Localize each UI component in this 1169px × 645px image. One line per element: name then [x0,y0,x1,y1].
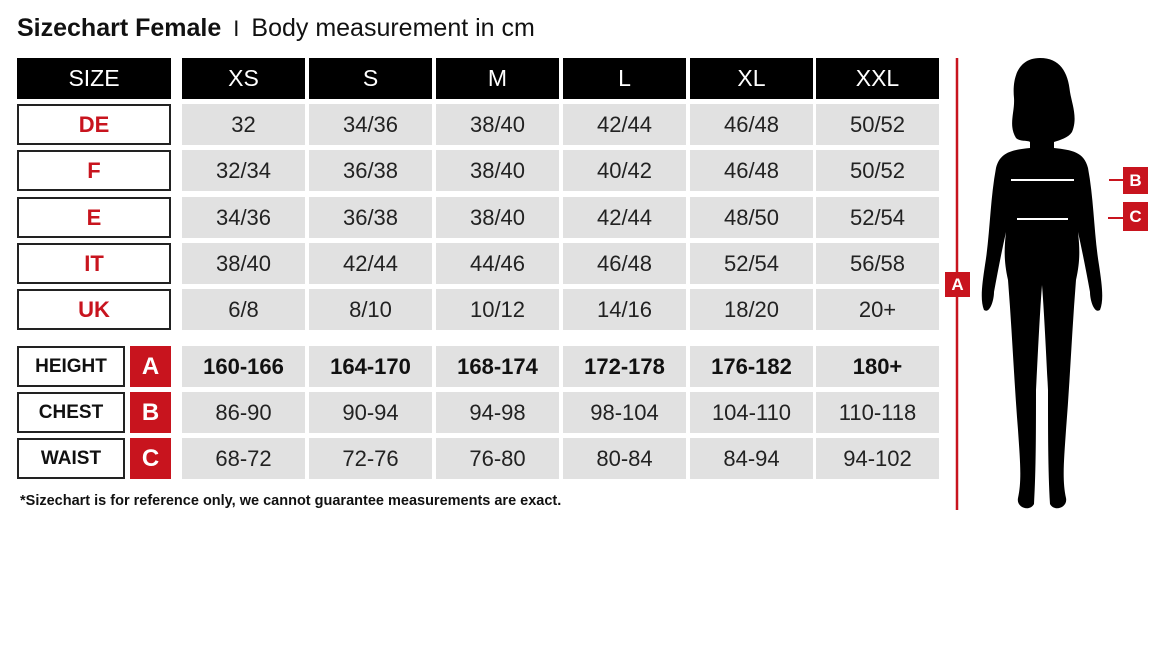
size-cell: 32/34 [182,150,305,191]
size-cell: 18/20 [690,289,813,330]
header-s: S [309,58,432,99]
size-cell: 38/40 [182,243,305,284]
header-xxl: XXL [816,58,939,99]
header-size: SIZE [17,58,171,99]
measure-letter: A [130,346,171,387]
size-cell: 8/10 [309,289,432,330]
size-cell: 36/38 [309,150,432,191]
size-cell: 32 [182,104,305,145]
size-cell: 20+ [816,289,939,330]
size-cell: 40/42 [563,150,686,191]
chest-marker: B [1123,167,1148,194]
size-cell: 38/40 [436,150,559,191]
size-cell: 52/54 [690,243,813,284]
measure-cell: 160-166 [182,346,305,387]
header-m: M [436,58,559,99]
measure-cell: 164-170 [309,346,432,387]
row-label-de: DE [17,104,171,145]
size-cell: 52/54 [816,197,939,238]
measure-cell: 94-102 [816,438,939,479]
size-cell: 50/52 [816,150,939,191]
size-cell: 14/16 [563,289,686,330]
row-label-f: F [17,150,171,191]
height-marker: A [945,272,970,297]
title-subtitle: Body measurement in cm [251,14,535,42]
measure-cell: 90-94 [309,392,432,433]
measure-cell: 104-110 [690,392,813,433]
row-label-e: E [17,197,171,238]
measure-label-chest: CHEST [17,392,125,433]
measure-cell: 76-80 [436,438,559,479]
size-cell: 50/52 [816,104,939,145]
footnote: *Sizechart is for reference only, we can… [20,493,562,509]
size-cell: 36/38 [309,197,432,238]
measure-cell: 68-72 [182,438,305,479]
title-separator: I [233,16,240,41]
size-cell: 46/48 [563,243,686,284]
waist-marker: C [1123,202,1148,231]
measure-cell: 172-178 [563,346,686,387]
measure-cell: 168-174 [436,346,559,387]
size-cell: 34/36 [182,197,305,238]
size-cell: 38/40 [436,104,559,145]
row-label-it: IT [17,243,171,284]
female-silhouette-icon [981,58,1103,509]
size-cell: 46/48 [690,150,813,191]
measure-letter: C [130,438,171,479]
size-cell: 42/44 [563,104,686,145]
header-xl: XL [690,58,813,99]
page-title: Sizechart Female I Body measurement in cm [17,14,535,43]
measure-cell: 110-118 [816,392,939,433]
size-cell: 38/40 [436,197,559,238]
row-label-uk: UK [17,289,171,330]
header-xs: XS [182,58,305,99]
size-cell: 10/12 [436,289,559,330]
measure-label-waist: WAIST [17,438,125,479]
measure-cell: 94-98 [436,392,559,433]
header-l: L [563,58,686,99]
measure-label-height: HEIGHT [17,346,125,387]
measure-cell: 80-84 [563,438,686,479]
measure-cell: 86-90 [182,392,305,433]
measure-cell: 98-104 [563,392,686,433]
size-cell: 34/36 [309,104,432,145]
size-cell: 44/46 [436,243,559,284]
measure-cell: 84-94 [690,438,813,479]
size-cell: 6/8 [182,289,305,330]
measure-cell: 72-76 [309,438,432,479]
title-bold: Sizechart Female [17,14,222,42]
size-cell: 46/48 [690,104,813,145]
measure-letter: B [130,392,171,433]
measure-cell: 176-182 [690,346,813,387]
measure-cell: 180+ [816,346,939,387]
size-cell: 42/44 [563,197,686,238]
size-cell: 48/50 [690,197,813,238]
size-cell: 42/44 [309,243,432,284]
size-cell: 56/58 [816,243,939,284]
